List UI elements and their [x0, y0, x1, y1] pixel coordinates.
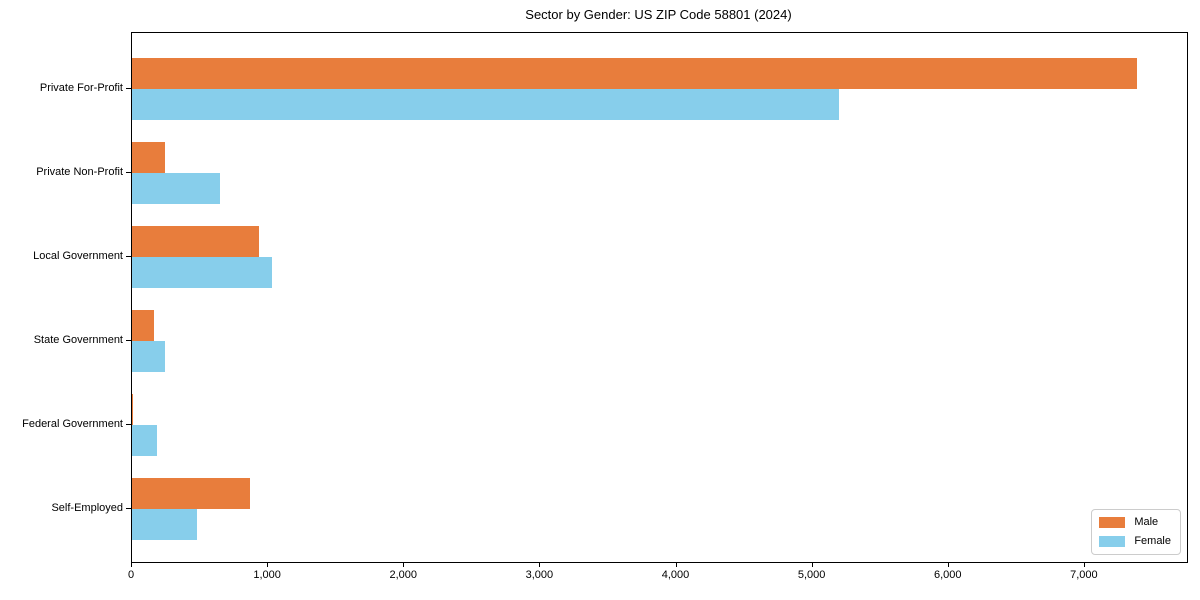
y-axis-label: Self-Employed: [51, 502, 123, 514]
x-tick: [1083, 562, 1085, 567]
bar-female-private-for-profit: [132, 89, 839, 120]
x-tick-label: 5,000: [797, 569, 826, 581]
legend-label-female: Female: [1134, 535, 1171, 547]
y-axis-label: Local Government: [33, 250, 123, 262]
legend-label-male: Male: [1134, 516, 1159, 528]
x-tick-label: 7,000: [1070, 569, 1098, 581]
x-tick: [539, 562, 541, 567]
bar-male-state-government: [132, 310, 154, 341]
x-tick: [403, 562, 405, 567]
y-tick: [126, 88, 131, 89]
bar-female-self-employed: [132, 509, 197, 540]
x-tick-label: 3,000: [525, 569, 554, 581]
bar-female-federal-government: [132, 425, 157, 456]
x-tick-label: 1,000: [253, 569, 281, 581]
legend-item-female: Female: [1099, 535, 1171, 548]
x-tick-label: 6,000: [934, 569, 962, 581]
legend-swatch-male: [1099, 517, 1126, 528]
y-tick: [126, 508, 131, 509]
bar-male-federal-government: [132, 394, 134, 425]
y-tick: [126, 340, 131, 341]
bar-male-private-for-profit: [132, 58, 1137, 89]
y-tick: [126, 256, 131, 257]
y-axis-label: Private For-Profit: [39, 82, 123, 94]
x-tick: [811, 562, 813, 567]
bar-female-state-government: [132, 341, 166, 372]
legend: Male Female: [1091, 509, 1181, 555]
y-axis-label: State Government: [33, 334, 123, 346]
x-tick: [131, 562, 132, 567]
legend-item-male: Male: [1099, 516, 1171, 529]
x-tick-label: 4,000: [661, 569, 690, 581]
y-tick: [126, 424, 131, 425]
x-tick-label: 2,000: [389, 569, 418, 581]
x-tick-label: 0: [127, 569, 135, 581]
bar-female-local-government: [132, 257, 273, 288]
bar-male-local-government: [132, 226, 259, 257]
y-axis-label: Federal Government: [22, 418, 123, 430]
x-tick: [675, 562, 677, 567]
y-axis-label: Private Non-Profit: [36, 166, 123, 178]
plot-area: Male Female: [131, 32, 1188, 563]
bar-male-private-non-profit: [132, 142, 165, 173]
bar-male-self-employed: [132, 478, 251, 509]
y-tick: [126, 172, 131, 173]
legend-swatch-female: [1099, 536, 1126, 547]
bar-female-private-non-profit: [132, 173, 221, 204]
x-tick: [947, 562, 949, 567]
x-tick: [267, 562, 269, 567]
chart-title: Sector by Gender: US ZIP Code 58801 (202…: [525, 7, 792, 22]
